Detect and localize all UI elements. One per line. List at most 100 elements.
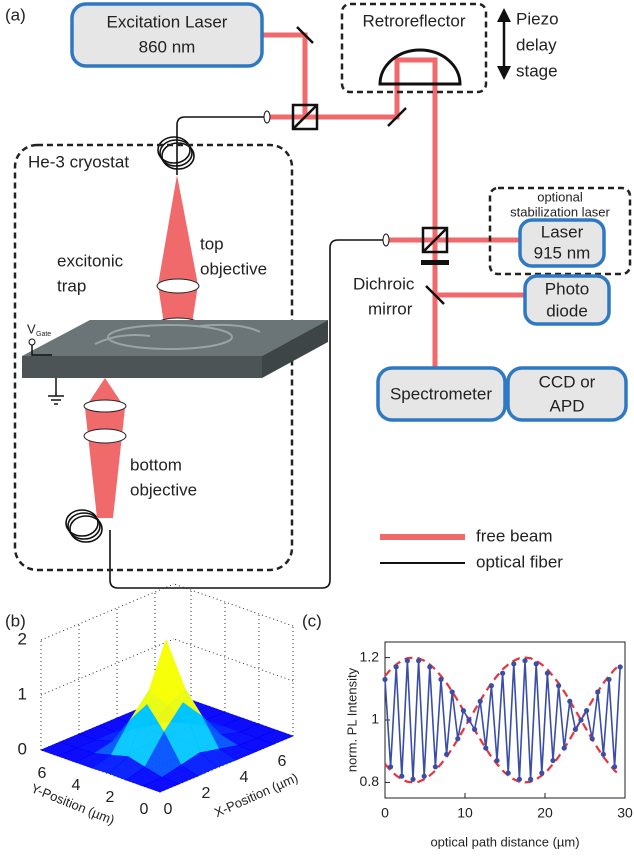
data-point — [444, 752, 449, 757]
data-point — [450, 689, 455, 694]
box-label: Spectrometer — [390, 384, 492, 403]
data-point — [416, 658, 421, 663]
data-point — [433, 764, 438, 769]
data-point — [595, 689, 600, 694]
panel-label: (b) — [5, 611, 26, 630]
gate-label: V — [27, 321, 36, 336]
data-point — [522, 658, 527, 663]
retroreflector-label: Retroreflector — [363, 11, 466, 30]
dichroic-label: mirror — [368, 299, 413, 318]
data-point — [578, 717, 583, 722]
data-point — [410, 777, 415, 782]
y-tick-label: 0.8 — [360, 773, 380, 789]
grid-line — [174, 639, 293, 681]
data-point — [394, 664, 399, 669]
data-point — [422, 774, 427, 779]
fiber-end — [264, 111, 270, 123]
gate-subscript: Gate — [36, 331, 51, 338]
bottom-objective-beam — [85, 378, 125, 518]
data-point — [534, 661, 539, 666]
box-label: 915 nm — [534, 243, 591, 262]
figure: (a) Excitation Laser 860 nm Retroreflect… — [0, 0, 634, 859]
data-point — [461, 708, 466, 713]
box-label: Excitation Laser — [107, 12, 228, 31]
data-point — [438, 677, 443, 682]
y-tick-label: 1 — [371, 711, 379, 727]
objective-label: objective — [130, 480, 197, 499]
data-point — [545, 671, 550, 676]
data-point — [511, 661, 516, 666]
data-point — [483, 745, 488, 750]
z-tick-label: 2 — [18, 629, 27, 648]
gate-contact — [29, 339, 35, 345]
z-tick-label: 1 — [18, 684, 27, 703]
data-point — [590, 736, 595, 741]
data-point — [528, 777, 533, 782]
objective-label: objective — [200, 259, 267, 278]
data-point — [472, 727, 477, 732]
y-tick-label: 4 — [72, 777, 81, 794]
data-point — [500, 671, 505, 676]
box-label: Photo — [545, 279, 589, 298]
box-label: Laser — [541, 222, 584, 241]
data-point — [584, 708, 589, 713]
x-tick-label: 30 — [617, 805, 633, 821]
panel-label: (c) — [302, 611, 322, 630]
data-point — [573, 727, 578, 732]
piezo-label: stage — [516, 61, 558, 80]
grid-line — [41, 584, 174, 640]
panel-label: (a) — [5, 5, 26, 24]
cryostat-label: He-3 cryostat — [28, 152, 129, 171]
data-point — [466, 717, 471, 722]
legend-label: free beam — [476, 526, 553, 545]
x-tick-label: 0 — [164, 801, 173, 818]
data-point — [489, 683, 494, 688]
data-point — [382, 677, 387, 682]
x-tick-label: 4 — [240, 769, 249, 786]
data-point — [517, 777, 522, 782]
data-point — [601, 752, 606, 757]
filter — [421, 260, 449, 265]
sample — [22, 320, 328, 378]
x-tick-label: 2 — [202, 785, 211, 802]
x-tick-label: 10 — [457, 805, 473, 821]
y-tick-label: 6 — [38, 765, 47, 782]
ground — [48, 378, 64, 404]
series-line — [385, 661, 620, 780]
fiber-end — [383, 234, 389, 246]
panel-a: (a) Excitation Laser 860 nm Retroreflect… — [5, 4, 630, 588]
data-point — [550, 758, 555, 763]
lens — [157, 279, 199, 293]
piezo-label: delay — [516, 35, 557, 54]
fiber — [110, 240, 384, 588]
x-axis-label: optical path distance (µm) — [430, 834, 579, 849]
box-label: diode — [546, 301, 588, 320]
data-point — [478, 699, 483, 704]
data-point — [556, 683, 561, 688]
data-point — [506, 770, 511, 775]
dichroic-label: Dichroic — [353, 274, 415, 293]
lens — [84, 429, 126, 443]
data-point — [388, 764, 393, 769]
box-label: APD — [550, 396, 585, 415]
lens — [84, 400, 126, 412]
data-point — [494, 758, 499, 763]
data-point — [427, 664, 432, 669]
x-tick-label: 20 — [537, 805, 553, 821]
x-tick-label: 0 — [381, 805, 389, 821]
legend-label: optical fiber — [476, 552, 563, 571]
data-point — [539, 770, 544, 775]
piezo-label: Piezo — [516, 9, 559, 28]
y-tick-label: 1.2 — [360, 648, 380, 664]
y-tick-label: 2 — [106, 789, 115, 806]
objective-label: bottom — [130, 455, 182, 474]
piezo-arrow — [497, 8, 511, 80]
retroreflector — [380, 50, 460, 84]
grid-line — [174, 584, 293, 626]
box-label: 860 nm — [139, 37, 196, 56]
box-label: CCD or — [539, 372, 596, 391]
stabilization-label: optional — [537, 189, 583, 204]
data-point — [567, 699, 572, 704]
y-tick-label: 0 — [140, 801, 149, 818]
x-tick-label: 6 — [278, 753, 287, 770]
